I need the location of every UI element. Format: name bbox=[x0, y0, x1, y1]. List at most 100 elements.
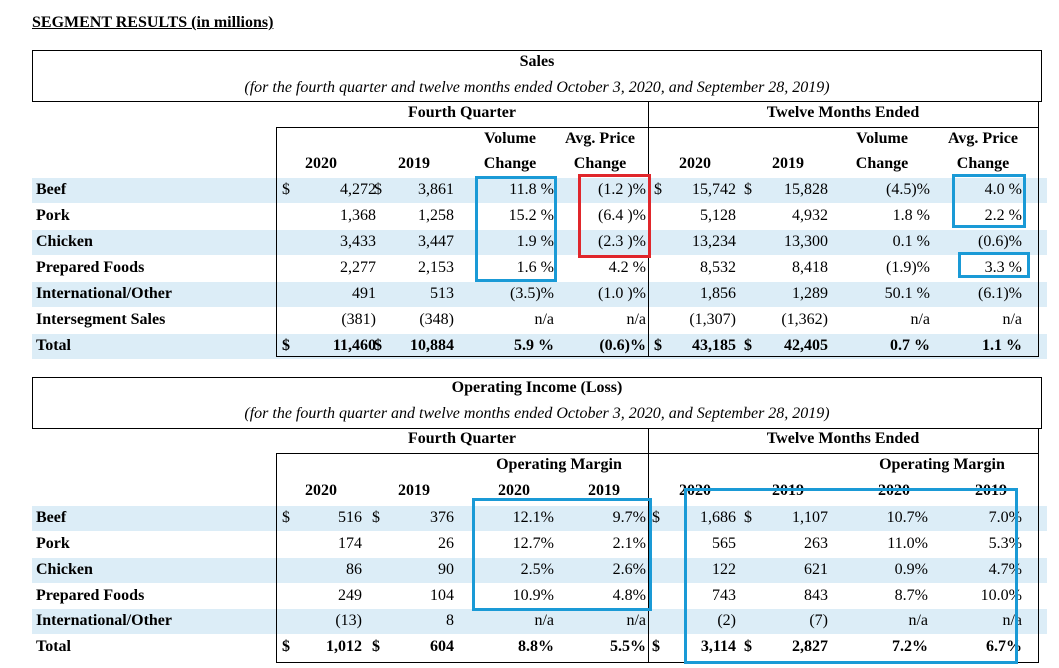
opinc-cell-tmm2019: n/a bbox=[1002, 612, 1022, 629]
opinc-cell-fqm2020: 10.9% bbox=[512, 587, 554, 604]
opinc-cell-tm2020: 3,114 bbox=[700, 638, 736, 655]
opinc-cell-fq2019: 376 bbox=[430, 509, 454, 526]
opinc-cell-tmm2019: 6.7% bbox=[986, 638, 1022, 655]
opinc-cell-fqm2020: 2.5% bbox=[520, 561, 554, 578]
sales-cell-fqvol: 5.9 % bbox=[514, 337, 554, 354]
opinc-cell-tmm2020: n/a bbox=[908, 612, 928, 629]
sales-cell-fqvol: 15.2 % bbox=[508, 207, 554, 224]
sales-hdr-tm-2019: 2019 bbox=[772, 155, 804, 172]
opinc-cell-fq2019: 604 bbox=[430, 638, 454, 655]
opinc-cell-fq2020: 249 bbox=[338, 587, 362, 604]
opinc-cell-fq2019: 8 bbox=[446, 612, 454, 629]
opinc-cell-fq2020: 86 bbox=[346, 561, 362, 578]
sales-cell-fq2019: 3,861 bbox=[418, 181, 454, 198]
sales-cell-fqavg: (0.6)% bbox=[599, 337, 646, 354]
sales-cell-fqvol: 11.8 % bbox=[509, 181, 554, 198]
sales-cell-tm2019: 42,405 bbox=[784, 337, 828, 354]
sales-cell-tm2019: 15,828 bbox=[784, 181, 828, 198]
opinc-hdr-tm-2020: 2020 bbox=[679, 482, 711, 499]
sales-cell-tm2019: 8,418 bbox=[792, 259, 828, 276]
dollar-sign: $ bbox=[744, 638, 752, 655]
opinc-cell-tmm2020: 10.7% bbox=[886, 509, 928, 526]
sales-cell-fqavg: (1.0 )% bbox=[598, 285, 646, 302]
dollar-sign: $ bbox=[744, 509, 752, 526]
sales-cell-tmavg: n/a bbox=[1002, 311, 1022, 328]
opinc-cell-tm2019: 621 bbox=[804, 561, 828, 578]
opinc-cell-tmm2019: 5.3% bbox=[988, 535, 1022, 552]
opinc-cell-tm2020: 743 bbox=[712, 587, 736, 604]
sales-cell-fq2020: 11,460 bbox=[332, 337, 376, 354]
opinc-cell-tm2019: 2,827 bbox=[792, 638, 828, 655]
dollar-sign: $ bbox=[652, 638, 660, 655]
sales-cell-tmavg: 1.1 % bbox=[982, 337, 1022, 354]
opinc-cell-fq2019: 104 bbox=[430, 587, 454, 604]
opinc-cell-fqm2020: 12.1% bbox=[512, 509, 554, 526]
opinc-cell-tm2020: 565 bbox=[712, 535, 736, 552]
opinc-cell-tm2019: 263 bbox=[804, 535, 828, 552]
opinc-cell-tm2019: (7) bbox=[809, 612, 828, 629]
opinc-cell-fq2020: (13) bbox=[335, 612, 362, 629]
opinc-title: Operating Income (Loss) bbox=[451, 379, 623, 396]
sales-title-box bbox=[32, 50, 1042, 102]
sales-cell-tmvol: (4.5)% bbox=[886, 181, 930, 198]
sales-cell-fq2019: 10,884 bbox=[410, 337, 454, 354]
opinc-row-band bbox=[32, 506, 1047, 531]
sales-cell-fq2019: 2,153 bbox=[418, 259, 454, 276]
sales-row-label: Chicken bbox=[36, 233, 93, 250]
sales-row-label: International/Other bbox=[36, 285, 172, 302]
opinc-cell-tmm2019: 10.0% bbox=[980, 587, 1022, 604]
sales-hdr-fq-volume: Volume bbox=[484, 130, 536, 147]
dollar-sign: $ bbox=[374, 337, 382, 354]
sales-cell-fq2020: (381) bbox=[341, 311, 376, 328]
opinc-cell-fqm2019: 4.8% bbox=[612, 587, 646, 604]
sales-cell-fqvol: 1.9 % bbox=[516, 233, 554, 250]
opinc-cell-fqm2019: 9.7% bbox=[612, 509, 646, 526]
sales-row-label: Prepared Foods bbox=[36, 259, 145, 276]
dollar-sign: $ bbox=[654, 181, 662, 198]
opinc-title-box bbox=[32, 377, 1042, 429]
sales-cell-tm2020: 5,128 bbox=[700, 207, 736, 224]
opinc-hdr-fq-2020: 2020 bbox=[305, 482, 337, 499]
opinc-hdr-fq-m2019: 2019 bbox=[588, 482, 620, 499]
sales-subtitle: (for the fourth quarter and twelve month… bbox=[244, 79, 830, 96]
sales-cell-fq2020: 3,433 bbox=[340, 233, 376, 250]
dollar-sign: $ bbox=[652, 509, 660, 526]
opinc-cell-fqm2019: 5.5% bbox=[610, 638, 646, 655]
opinc-cell-tm2020: 1,686 bbox=[700, 509, 736, 526]
opinc-cell-tm2019: 1,107 bbox=[792, 509, 828, 526]
opinc-cell-tmm2020: 11.0% bbox=[887, 535, 928, 552]
sales-row-label: Total bbox=[36, 337, 71, 354]
opinc-row-label: Beef bbox=[36, 509, 67, 526]
sales-cell-fq2019: 3,447 bbox=[418, 233, 454, 250]
opinc-cell-fq2019: 26 bbox=[438, 535, 454, 552]
opinc-row-label: International/Other bbox=[36, 612, 172, 629]
opinc-row-label: Pork bbox=[36, 535, 70, 552]
sales-hdr-tm-avg-change: Change bbox=[956, 155, 1010, 172]
dollar-sign: $ bbox=[282, 509, 290, 526]
sales-cell-tm2020: 1,856 bbox=[700, 285, 736, 302]
segment-results-heading: SEGMENT RESULTS (in millions) bbox=[32, 14, 274, 31]
sales-cell-tmavg: 3.3 % bbox=[984, 259, 1022, 276]
sales-row-band bbox=[32, 178, 1047, 203]
sales-group-fourth-quarter: Fourth Quarter bbox=[408, 104, 516, 121]
sales-cell-fqavg: 4.2 % bbox=[608, 259, 646, 276]
opinc-row-band bbox=[32, 558, 1047, 583]
sales-cell-fq2019: (348) bbox=[419, 311, 454, 328]
sales-hdr-tm-vol-change: Change bbox=[855, 155, 909, 172]
sales-cell-tmvol: n/a bbox=[910, 311, 930, 328]
opinc-hdr-tm-margin: Operating Margin bbox=[879, 456, 1005, 473]
sales-cell-tm2020: 13,234 bbox=[692, 233, 736, 250]
sales-row-band bbox=[32, 230, 1047, 255]
opinc-cell-fqm2020: 8.8% bbox=[518, 638, 554, 655]
sales-cell-tm2020: 8,532 bbox=[700, 259, 736, 276]
opinc-hdr-fq-2019: 2019 bbox=[398, 482, 430, 499]
opinc-cell-fq2020: 1,012 bbox=[326, 638, 362, 655]
opinc-cell-fqm2020: 12.7% bbox=[512, 535, 554, 552]
sales-cell-fqavg: (6.4 )% bbox=[598, 207, 646, 224]
dollar-sign: $ bbox=[372, 638, 380, 655]
sales-cell-tm2019: 4,932 bbox=[792, 207, 828, 224]
opinc-hdr-tm-2019: 2019 bbox=[772, 482, 804, 499]
opinc-cell-tm2020: (2) bbox=[717, 612, 736, 629]
opinc-group-twelve-months: Twelve Months Ended bbox=[766, 430, 920, 447]
sales-cell-tmavg: 4.0 % bbox=[984, 181, 1022, 198]
